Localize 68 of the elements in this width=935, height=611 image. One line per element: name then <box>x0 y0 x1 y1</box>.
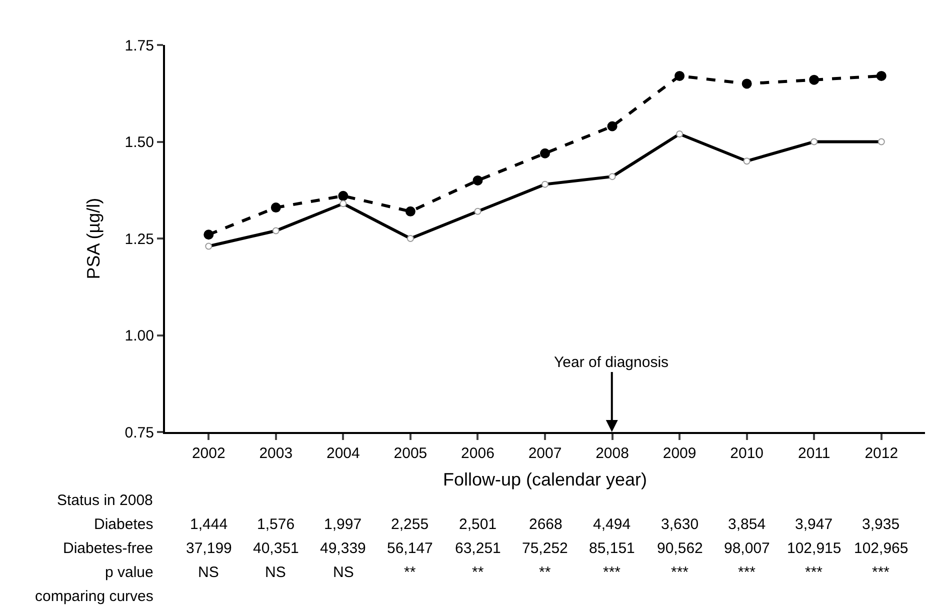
text: *** <box>872 564 890 581</box>
text: 63,251 <box>455 540 501 557</box>
text: Status in 2008 <box>57 492 153 509</box>
annotation: Year of diagnosis <box>554 354 669 371</box>
text: ** <box>472 564 484 581</box>
x-tick-label: 2009 <box>662 445 696 462</box>
text: 102,965 <box>854 540 908 557</box>
text: 37,199 <box>186 540 232 557</box>
text: 1,997 <box>324 516 362 533</box>
x-tick-label: 2008 <box>596 445 629 462</box>
point <box>876 70 886 81</box>
text: 90,562 <box>657 540 703 557</box>
x-tick-label: 2003 <box>259 445 293 462</box>
y-tick-label: 0.75 <box>124 424 154 442</box>
x-tick-label: 2010 <box>730 445 764 462</box>
text: 98,007 <box>724 540 770 557</box>
point <box>674 70 685 81</box>
point <box>338 190 348 201</box>
text: 2668 <box>529 516 562 533</box>
text: Diabetes <box>94 516 154 533</box>
text: NS <box>333 564 354 581</box>
text: 49,339 <box>320 540 366 557</box>
text: p value <box>105 564 154 581</box>
text: 40,351 <box>253 540 299 557</box>
x-tick-label: 2002 <box>192 445 226 462</box>
y-tick-label: 1.25 <box>124 230 154 248</box>
text: *** <box>738 564 756 581</box>
x-tick-label: 2005 <box>394 445 428 462</box>
text: 56,147 <box>387 540 433 557</box>
point <box>742 78 752 89</box>
point <box>405 206 416 216</box>
point <box>809 74 820 85</box>
text: 4,494 <box>593 516 631 533</box>
x-tick-label: 2012 <box>864 445 898 462</box>
text: ** <box>539 564 551 581</box>
y-tick-label: 1.75 <box>124 37 154 54</box>
text: Diabetes-free <box>63 540 154 557</box>
point <box>204 230 214 240</box>
text: 2,501 <box>459 516 497 533</box>
text: 3,935 <box>862 516 900 533</box>
x-axis-title: Follow-up (calendar year) <box>442 470 648 490</box>
text: 85,151 <box>589 540 635 557</box>
x-tick-label: 2006 <box>461 445 494 462</box>
text: 75,252 <box>522 540 568 557</box>
text: 3,854 <box>728 516 766 533</box>
x-tick-label: 2004 <box>326 445 360 462</box>
point <box>540 148 550 158</box>
point <box>472 175 483 186</box>
text: NS <box>265 564 286 581</box>
text: comparing curves <box>35 588 154 605</box>
point <box>607 121 618 132</box>
text: *** <box>603 564 621 581</box>
x-tick-label: 2007 <box>528 445 562 462</box>
text: NS <box>198 564 219 581</box>
text: 1,576 <box>257 516 295 533</box>
text: 102,915 <box>787 540 842 557</box>
y-axis-title: PSA (µg/l) <box>83 198 104 280</box>
text: 1,444 <box>190 516 228 533</box>
text: 2,255 <box>391 516 429 533</box>
point <box>270 202 281 213</box>
text: 3,947 <box>795 516 833 533</box>
text: *** <box>805 564 823 581</box>
y-tick-label: 1.50 <box>124 134 154 151</box>
text: ** <box>404 564 416 581</box>
text: *** <box>671 564 689 581</box>
text: 3,630 <box>661 516 699 533</box>
y-tick-label: 1.00 <box>124 328 154 344</box>
x-tick-label: 2011 <box>798 445 830 462</box>
